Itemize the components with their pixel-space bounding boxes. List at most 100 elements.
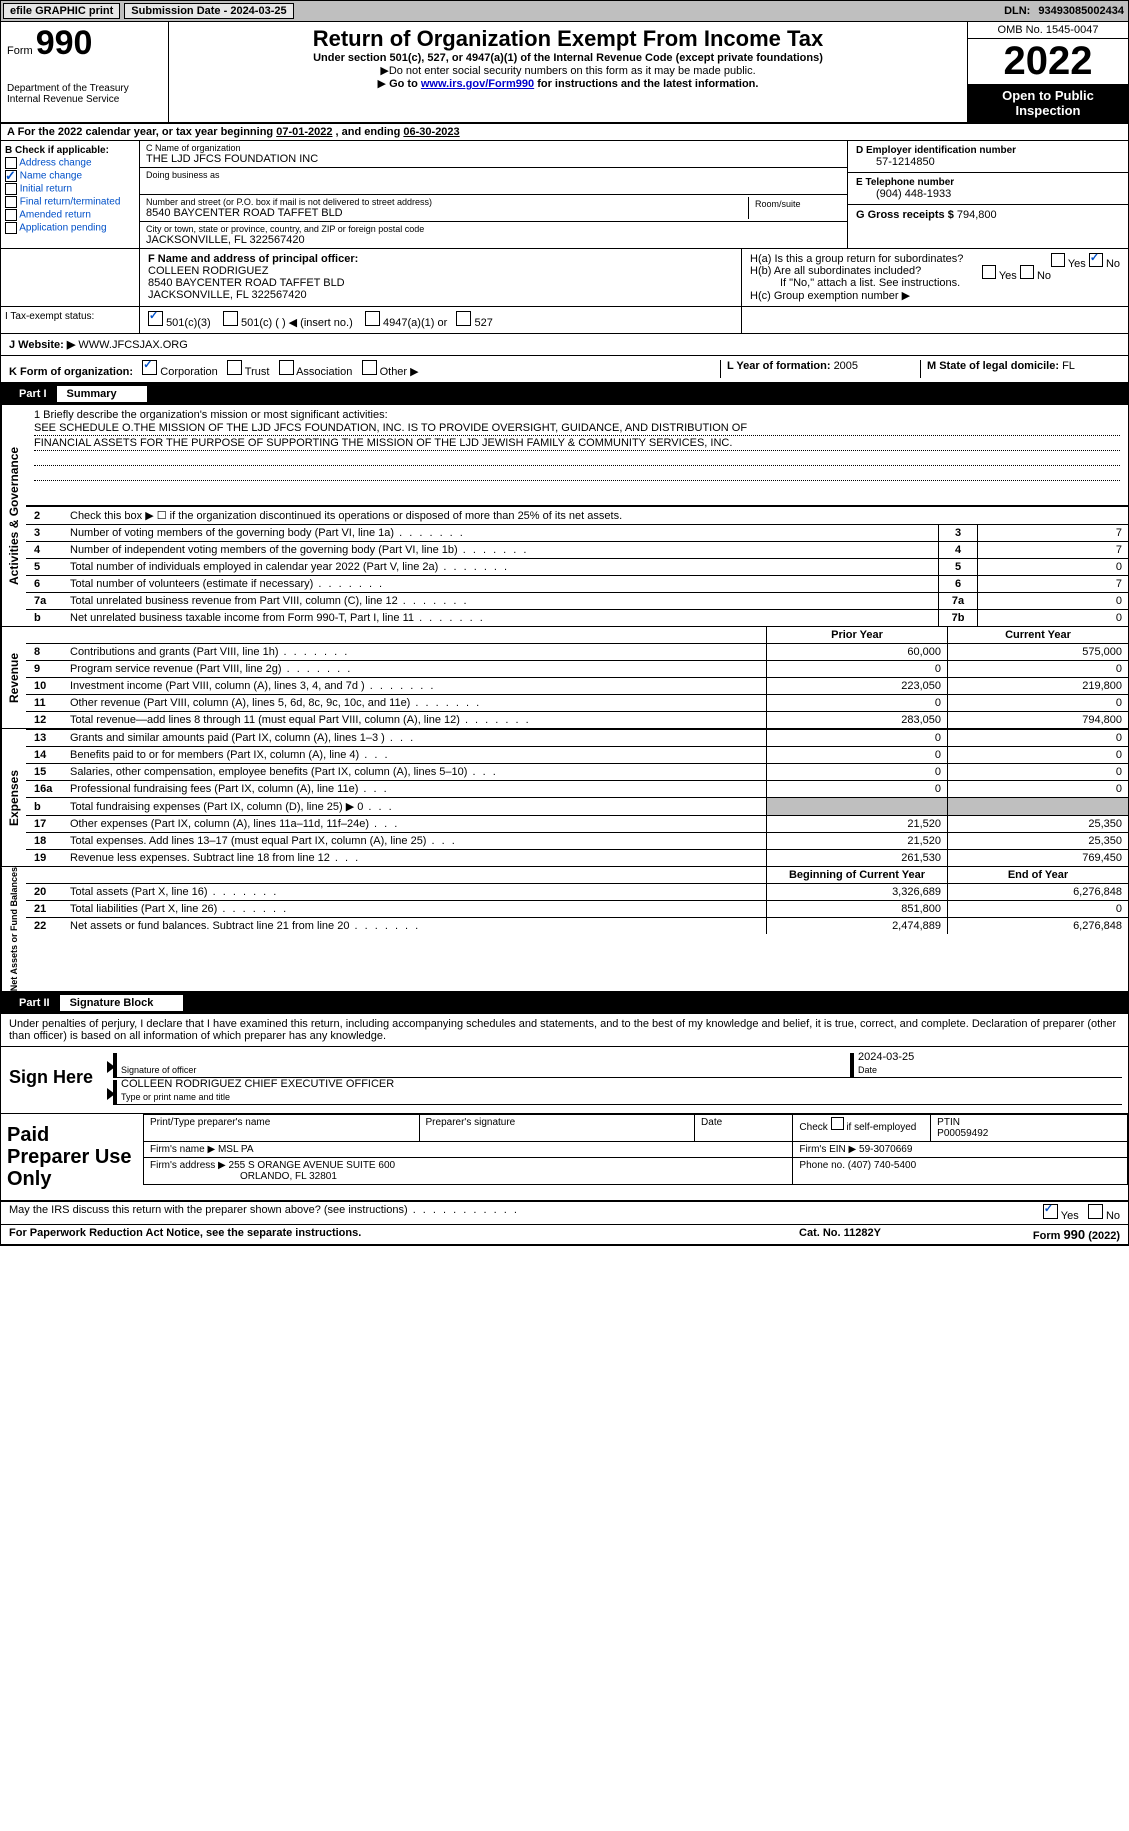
- addr-label: Number and street (or P.O. box if mail i…: [146, 197, 748, 207]
- revenue-row-9: 9Program service revenue (Part VIII, lin…: [26, 661, 1128, 678]
- checkbox-final-return-terminated[interactable]: Final return/terminated: [5, 196, 135, 208]
- vtab-revenue: Revenue: [1, 627, 26, 728]
- phone-value: (904) 448-1933: [856, 188, 1120, 200]
- expense-row-14: 14Benefits paid to or for members (Part …: [26, 747, 1128, 764]
- netasset-row-21: 21Total liabilities (Part X, line 26)851…: [26, 901, 1128, 918]
- hb-no-checkbox[interactable]: [1020, 265, 1034, 279]
- cat-number: Cat. No. 11282Y: [740, 1227, 940, 1242]
- preparer-table: Print/Type preparer's name Preparer's si…: [143, 1114, 1128, 1185]
- expense-row-b: bTotal fundraising expenses (Part IX, co…: [26, 798, 1128, 816]
- officer-name: COLLEEN RODRIGUEZ: [148, 265, 268, 277]
- prep-sig-label: Preparer's signature: [419, 1115, 695, 1142]
- prep-name-label: Print/Type preparer's name: [144, 1115, 420, 1142]
- netasset-row-20: 20Total assets (Part X, line 16)3,326,68…: [26, 884, 1128, 901]
- end-year-header: End of Year: [948, 867, 1129, 884]
- corp-checkbox[interactable]: ✓: [142, 360, 157, 375]
- checkbox-name-change[interactable]: Name change: [5, 170, 135, 182]
- box-b: B Check if applicable: Address change Na…: [1, 141, 140, 248]
- firm-name-label: Firm's name ▶: [150, 1144, 218, 1155]
- firm-phone-value: (407) 740-5400: [848, 1160, 916, 1171]
- ssn-notice: Do not enter social security numbers on …: [173, 64, 963, 77]
- ha-no-checkbox[interactable]: ✓: [1089, 253, 1103, 267]
- 501c-checkbox[interactable]: [223, 311, 238, 326]
- checkbox-amended-return[interactable]: Amended return: [5, 209, 135, 221]
- row-i: I Tax-exempt status: ✓ 501(c)(3) 501(c) …: [0, 307, 1129, 334]
- goto-notice: Go to www.irs.gov/Form990 for instructio…: [173, 77, 963, 90]
- gross-receipts-value: 794,800: [957, 209, 997, 221]
- expense-row-15: 15Salaries, other compensation, employee…: [26, 764, 1128, 781]
- revenue-row-12: 12Total revenue—add lines 8 through 11 (…: [26, 712, 1128, 729]
- domicile-value: FL: [1062, 360, 1075, 372]
- city-state-zip: JACKSONVILLE, FL 322567420: [146, 234, 841, 246]
- expense-row-17: 17Other expenses (Part IX, column (A), l…: [26, 816, 1128, 833]
- ptin-label: PTIN: [937, 1117, 1121, 1128]
- vtab-governance: Activities & Governance: [1, 405, 26, 626]
- self-employed-checkbox[interactable]: [831, 1117, 844, 1130]
- tax-exempt-label: I Tax-exempt status:: [1, 307, 140, 333]
- summary-governance: Activities & Governance 1 Briefly descri…: [0, 405, 1129, 627]
- form-org-label: K Form of organization:: [9, 366, 133, 378]
- paid-preparer-heading: Paid Preparer Use Only: [1, 1114, 143, 1200]
- officer-group-block: F Name and address of principal officer:…: [0, 249, 1129, 307]
- year-end: 06-30-2023: [403, 126, 459, 138]
- discuss-no-checkbox[interactable]: [1088, 1204, 1103, 1219]
- tax-year: 2022: [968, 39, 1128, 84]
- assoc-checkbox[interactable]: [279, 360, 294, 375]
- submission-date-value: 2024-03-25: [230, 5, 286, 17]
- org-name: THE LJD JFCS FOUNDATION INC: [146, 153, 841, 165]
- ha-yes-checkbox[interactable]: [1051, 253, 1065, 267]
- trust-checkbox[interactable]: [227, 360, 242, 375]
- other-checkbox[interactable]: [362, 360, 377, 375]
- year-formation-label: L Year of formation:: [727, 360, 834, 372]
- revenue-row-10: 10Investment income (Part VIII, column (…: [26, 678, 1128, 695]
- efile-print-button[interactable]: efile GRAPHIC print: [3, 3, 120, 19]
- gov-row-6: 6Total number of volunteers (estimate if…: [26, 576, 1128, 593]
- box-b-heading: B Check if applicable:: [5, 145, 109, 156]
- mission-line-2: FINANCIAL ASSETS FOR THE PURPOSE OF SUPP…: [34, 436, 1120, 451]
- box-h: H(a) Is this a group return for subordin…: [741, 249, 1128, 306]
- checkbox-address-change[interactable]: Address change: [5, 157, 135, 169]
- checkbox-application-pending[interactable]: Application pending: [5, 222, 135, 234]
- form-title: Return of Organization Exempt From Incom…: [173, 26, 963, 52]
- sig-date-value: 2024-03-25: [858, 1051, 914, 1063]
- 4947-checkbox[interactable]: [365, 311, 380, 326]
- firm-phone-label: Phone no.: [799, 1160, 847, 1171]
- gov-row-3: 3Number of voting members of the governi…: [26, 525, 1128, 542]
- sign-here-heading: Sign Here: [1, 1047, 107, 1113]
- vtab-expenses: Expenses: [1, 729, 26, 866]
- dept-treasury: Department of the Treasury: [7, 83, 162, 94]
- open-to-public: Open to Public Inspection: [968, 84, 1128, 122]
- 527-checkbox[interactable]: [456, 311, 471, 326]
- typed-name-label: Type or print name and title: [121, 1092, 1118, 1102]
- form-number: 990: [36, 24, 93, 62]
- paid-preparer-block: Paid Preparer Use Only Print/Type prepar…: [0, 1114, 1129, 1201]
- sig-date-label: Date: [858, 1065, 1118, 1075]
- mission-question: 1 Briefly describe the organization's mi…: [34, 409, 1120, 421]
- part-2-number: Part II: [9, 995, 60, 1011]
- submission-date-button[interactable]: Submission Date - 2024-03-25: [124, 3, 293, 19]
- org-info-block: B Check if applicable: Address change Na…: [0, 141, 1129, 249]
- firm-addr2: ORLANDO, FL 32801: [150, 1171, 337, 1182]
- checkbox-initial-return[interactable]: Initial return: [5, 183, 135, 195]
- gov-row-7a: 7aTotal unrelated business revenue from …: [26, 593, 1128, 610]
- irs-link[interactable]: www.irs.gov/Form990: [421, 78, 534, 90]
- discuss-yes-checkbox[interactable]: ✓: [1043, 1204, 1058, 1219]
- 501c3-checkbox[interactable]: ✓: [148, 311, 163, 326]
- firm-ein-label: Firm's EIN ▶: [799, 1144, 859, 1155]
- hb-yes-checkbox[interactable]: [982, 265, 996, 279]
- expense-row-18: 18Total expenses. Add lines 13–17 (must …: [26, 833, 1128, 850]
- officer-label: F Name and address of principal officer:: [148, 253, 358, 265]
- h-note: If "No," attach a list. See instructions…: [750, 277, 1120, 289]
- website-value: WWW.JFCSJAX.ORG: [78, 339, 187, 351]
- website-label: J Website: ▶: [9, 339, 78, 351]
- netassets-table: Beginning of Current Year End of Year 20…: [26, 867, 1128, 934]
- revenue-row-8: 8Contributions and grants (Part VIII, li…: [26, 644, 1128, 661]
- expenses-table: 13Grants and similar amounts paid (Part …: [26, 729, 1128, 866]
- form-header: Form 990 Department of the Treasury Inte…: [0, 22, 1129, 122]
- domicile-label: M State of legal domicile:: [927, 360, 1062, 372]
- sign-here-block: Sign Here Signature of officer 2024-03-2…: [0, 1047, 1129, 1114]
- firm-ein-value: 59-3070669: [859, 1144, 912, 1155]
- dba-label: Doing business as: [146, 170, 841, 180]
- discuss-row: May the IRS discuss this return with the…: [0, 1201, 1129, 1225]
- part-1-number: Part I: [9, 386, 57, 402]
